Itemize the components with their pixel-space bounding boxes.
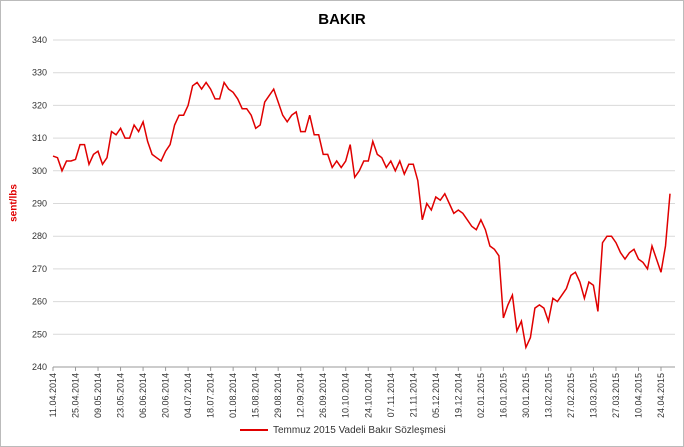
y-axis-label: sent/lbs <box>9 184 20 222</box>
x-tick-label: 07.11.2014 <box>386 373 396 417</box>
x-tick-label: 27.02.2015 <box>566 373 576 418</box>
x-tick-label: 30.01.2015 <box>521 373 531 418</box>
legend-label: Temmuz 2015 Vadeli Bakır Sözleşmesi <box>273 425 446 436</box>
y-tick-label: 320 <box>32 100 47 110</box>
x-tick-label: 02.01.2015 <box>476 373 486 418</box>
x-tick-label: 13.02.2015 <box>543 373 553 418</box>
x-tick-label: 24.04.2015 <box>656 373 666 418</box>
y-tick-label: 280 <box>32 231 47 241</box>
x-tick-label: 23.05.2014 <box>116 373 126 418</box>
x-tick-label: 04.07.2014 <box>183 373 193 418</box>
y-tick-label: 250 <box>32 329 47 339</box>
x-tick-label: 06.06.2014 <box>138 373 148 418</box>
chart-title: BAKIR <box>318 11 366 28</box>
y-tick-label: 330 <box>32 68 47 78</box>
x-tick-label: 11.04.2014 <box>48 373 58 417</box>
x-tick-label: 21.11.2014 <box>408 373 418 417</box>
x-tick-label: 09.05.2014 <box>93 373 103 418</box>
y-tick-label: 300 <box>32 166 47 176</box>
x-tick-label: 29.08.2014 <box>273 373 283 418</box>
x-tick-label: 15.08.2014 <box>251 373 261 418</box>
data-line <box>52 80 671 350</box>
x-tick-label: 05.12.2014 <box>431 373 441 418</box>
y-tick-label: 340 <box>32 35 47 45</box>
x-tick-label: 10.04.2015 <box>633 373 643 418</box>
x-tick-label: 01.08.2014 <box>228 373 238 418</box>
x-tick-label: 12.09.2014 <box>296 373 306 418</box>
y-tick-label: 290 <box>32 199 47 209</box>
x-tick-label: 24.10.2014 <box>363 373 373 418</box>
x-tick-label: 13.03.2015 <box>588 373 598 418</box>
x-tick-label: 18.07.2014 <box>206 373 216 418</box>
x-tick-label: 16.01.2015 <box>498 373 508 418</box>
y-tick-label: 240 <box>32 362 47 372</box>
x-tick-label: 27.03.2015 <box>611 373 621 418</box>
x-tick-label: 26.09.2014 <box>318 373 328 418</box>
x-tick-label: 20.06.2014 <box>161 373 171 418</box>
x-tick-label: 19.12.2014 <box>453 373 463 418</box>
y-tick-label: 310 <box>32 133 47 143</box>
y-tick-label: 260 <box>32 297 47 307</box>
y-tick-label: 270 <box>32 264 47 274</box>
x-tick-label: 25.04.2014 <box>71 373 81 418</box>
x-tick-label: 10.10.2014 <box>341 373 351 418</box>
